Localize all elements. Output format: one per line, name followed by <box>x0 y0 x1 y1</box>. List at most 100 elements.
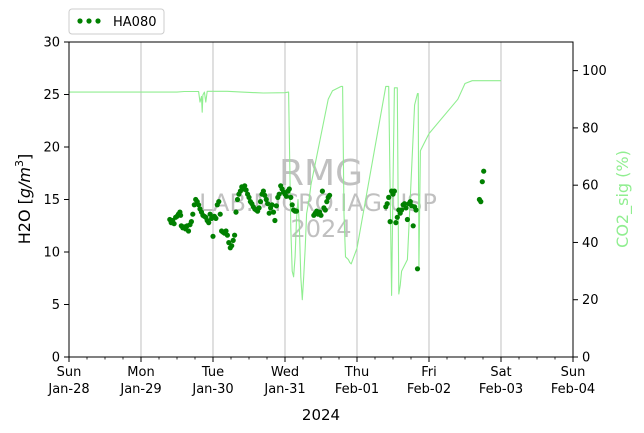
h2o-point <box>286 186 292 192</box>
h2o-point <box>213 215 219 221</box>
h2o-point <box>243 187 249 193</box>
x-tick-label-date: Feb-03 <box>479 382 523 397</box>
y-axis-right: 0 20 40 60 80 100 <box>573 64 607 366</box>
h2o-point <box>414 266 421 272</box>
h2o-point <box>293 208 300 214</box>
h2o-point <box>230 237 236 243</box>
legend-box <box>68 8 165 35</box>
y-axis-left-label-suffix: ] <box>15 154 34 160</box>
x-tick-label-day: Sun <box>57 365 82 380</box>
h2o-point <box>273 203 279 209</box>
h2o-point <box>185 228 192 234</box>
h2o-series <box>167 168 487 272</box>
h2o-point <box>404 216 410 223</box>
h2o-point <box>171 221 177 227</box>
y-axis-left-label-prefix: H2O [ <box>15 198 34 244</box>
co2-sig-line <box>69 80 501 301</box>
h2o-point <box>410 223 416 229</box>
h2o-point <box>283 193 289 199</box>
h2o-point <box>260 188 266 194</box>
h2o-point <box>324 199 330 205</box>
h2o-point <box>479 179 485 185</box>
x-tick-label-day: Fri <box>421 365 437 380</box>
h2o-point <box>269 202 275 208</box>
h2o-point <box>190 211 196 217</box>
h2o-point <box>319 188 325 194</box>
x-tick-label-date: Feb-02 <box>407 382 451 397</box>
h2o-point <box>327 192 333 198</box>
h2o-point <box>223 228 229 234</box>
legend-marker-dot <box>77 18 83 24</box>
y-left-tick-label: 30 <box>43 36 60 51</box>
legend-label-ha080: HA080 <box>113 15 156 30</box>
x-tick-label-day: Sun <box>561 365 586 380</box>
h2o-point <box>413 207 419 213</box>
y-right-tick-label: 100 <box>582 64 607 79</box>
x-tick-label-date: Jan-30 <box>191 382 233 397</box>
watermark-line-1: RMG <box>279 153 363 194</box>
x-gridlines <box>140 42 502 357</box>
legend: HA080 <box>68 8 165 35</box>
h2o-point <box>257 199 264 205</box>
y-left-tick-label: 15 <box>43 193 60 208</box>
h2o-point <box>224 232 230 238</box>
h2o-point <box>234 196 241 203</box>
h2o-point <box>188 219 194 225</box>
y-left-tick-label: 25 <box>43 88 60 103</box>
x-tick-label-day: Tue <box>201 365 224 380</box>
y-right-tick-label: 80 <box>582 121 599 136</box>
h2o-point <box>270 209 277 215</box>
x-tick-label-date: Feb-01 <box>335 382 379 397</box>
legend-marker-dot <box>95 18 101 24</box>
x-tick-label-day: Wed <box>271 365 299 380</box>
h2o-point <box>391 188 397 194</box>
h2o-point <box>206 220 212 226</box>
h2o-point <box>207 211 213 217</box>
h2o-point <box>216 199 222 205</box>
watermark-line-3: 2024 <box>290 215 351 243</box>
y-axis-left-label: H2O [g/m3] <box>13 154 34 245</box>
legend-marker-dot <box>86 18 92 24</box>
h2o-point <box>401 201 408 207</box>
y-left-tick-label: 10 <box>43 246 60 261</box>
h2o-point <box>288 194 294 200</box>
h2o-point <box>394 214 400 220</box>
y-axis-right-label: CO2_sig (%) <box>613 150 633 248</box>
h2o-point <box>178 212 184 218</box>
x-tick-label-day: Mon <box>127 365 154 380</box>
y-left-tick-label: 5 <box>52 298 60 313</box>
x-tick-label-date: Jan-29 <box>119 382 161 397</box>
h2o-point <box>393 220 399 226</box>
y-left-tick-label: 0 <box>52 351 60 366</box>
h2o-point <box>263 196 269 203</box>
y-right-tick-label: 0 <box>582 351 590 366</box>
h2o-point <box>229 243 235 249</box>
y-right-tick-label: 60 <box>582 179 599 194</box>
h2o-point <box>256 205 262 211</box>
h2o-point <box>232 232 238 238</box>
x-tick-label-date: Jan-28 <box>47 382 89 397</box>
x-axis: Sun Jan-28 Mon Jan-29 Tue Jan-30 Wed Jan-31 Thu F… <box>47 357 595 397</box>
h2o-point <box>210 233 216 239</box>
h2o-point <box>407 199 413 205</box>
h2o-point <box>478 199 484 205</box>
h2o-point <box>196 202 202 208</box>
h2o-point <box>386 194 392 200</box>
h2o-point <box>384 201 390 207</box>
co2-series <box>69 80 501 301</box>
x-tick-label-date: Jan-31 <box>263 382 305 397</box>
h2o-point <box>481 168 487 174</box>
h2o-point <box>266 210 272 216</box>
h2o-point <box>217 211 223 217</box>
h2o-point <box>322 207 328 213</box>
h2o-point <box>242 183 248 189</box>
h2o-point <box>403 205 409 211</box>
h2o-point <box>399 207 405 213</box>
h2o-point <box>387 219 393 225</box>
h2o-point <box>246 194 252 200</box>
h2o-point <box>262 192 268 198</box>
h2o-point <box>272 217 278 224</box>
y-axis-left-label-unit: g/m <box>15 167 34 198</box>
y-right-tick-label: 20 <box>582 293 599 308</box>
